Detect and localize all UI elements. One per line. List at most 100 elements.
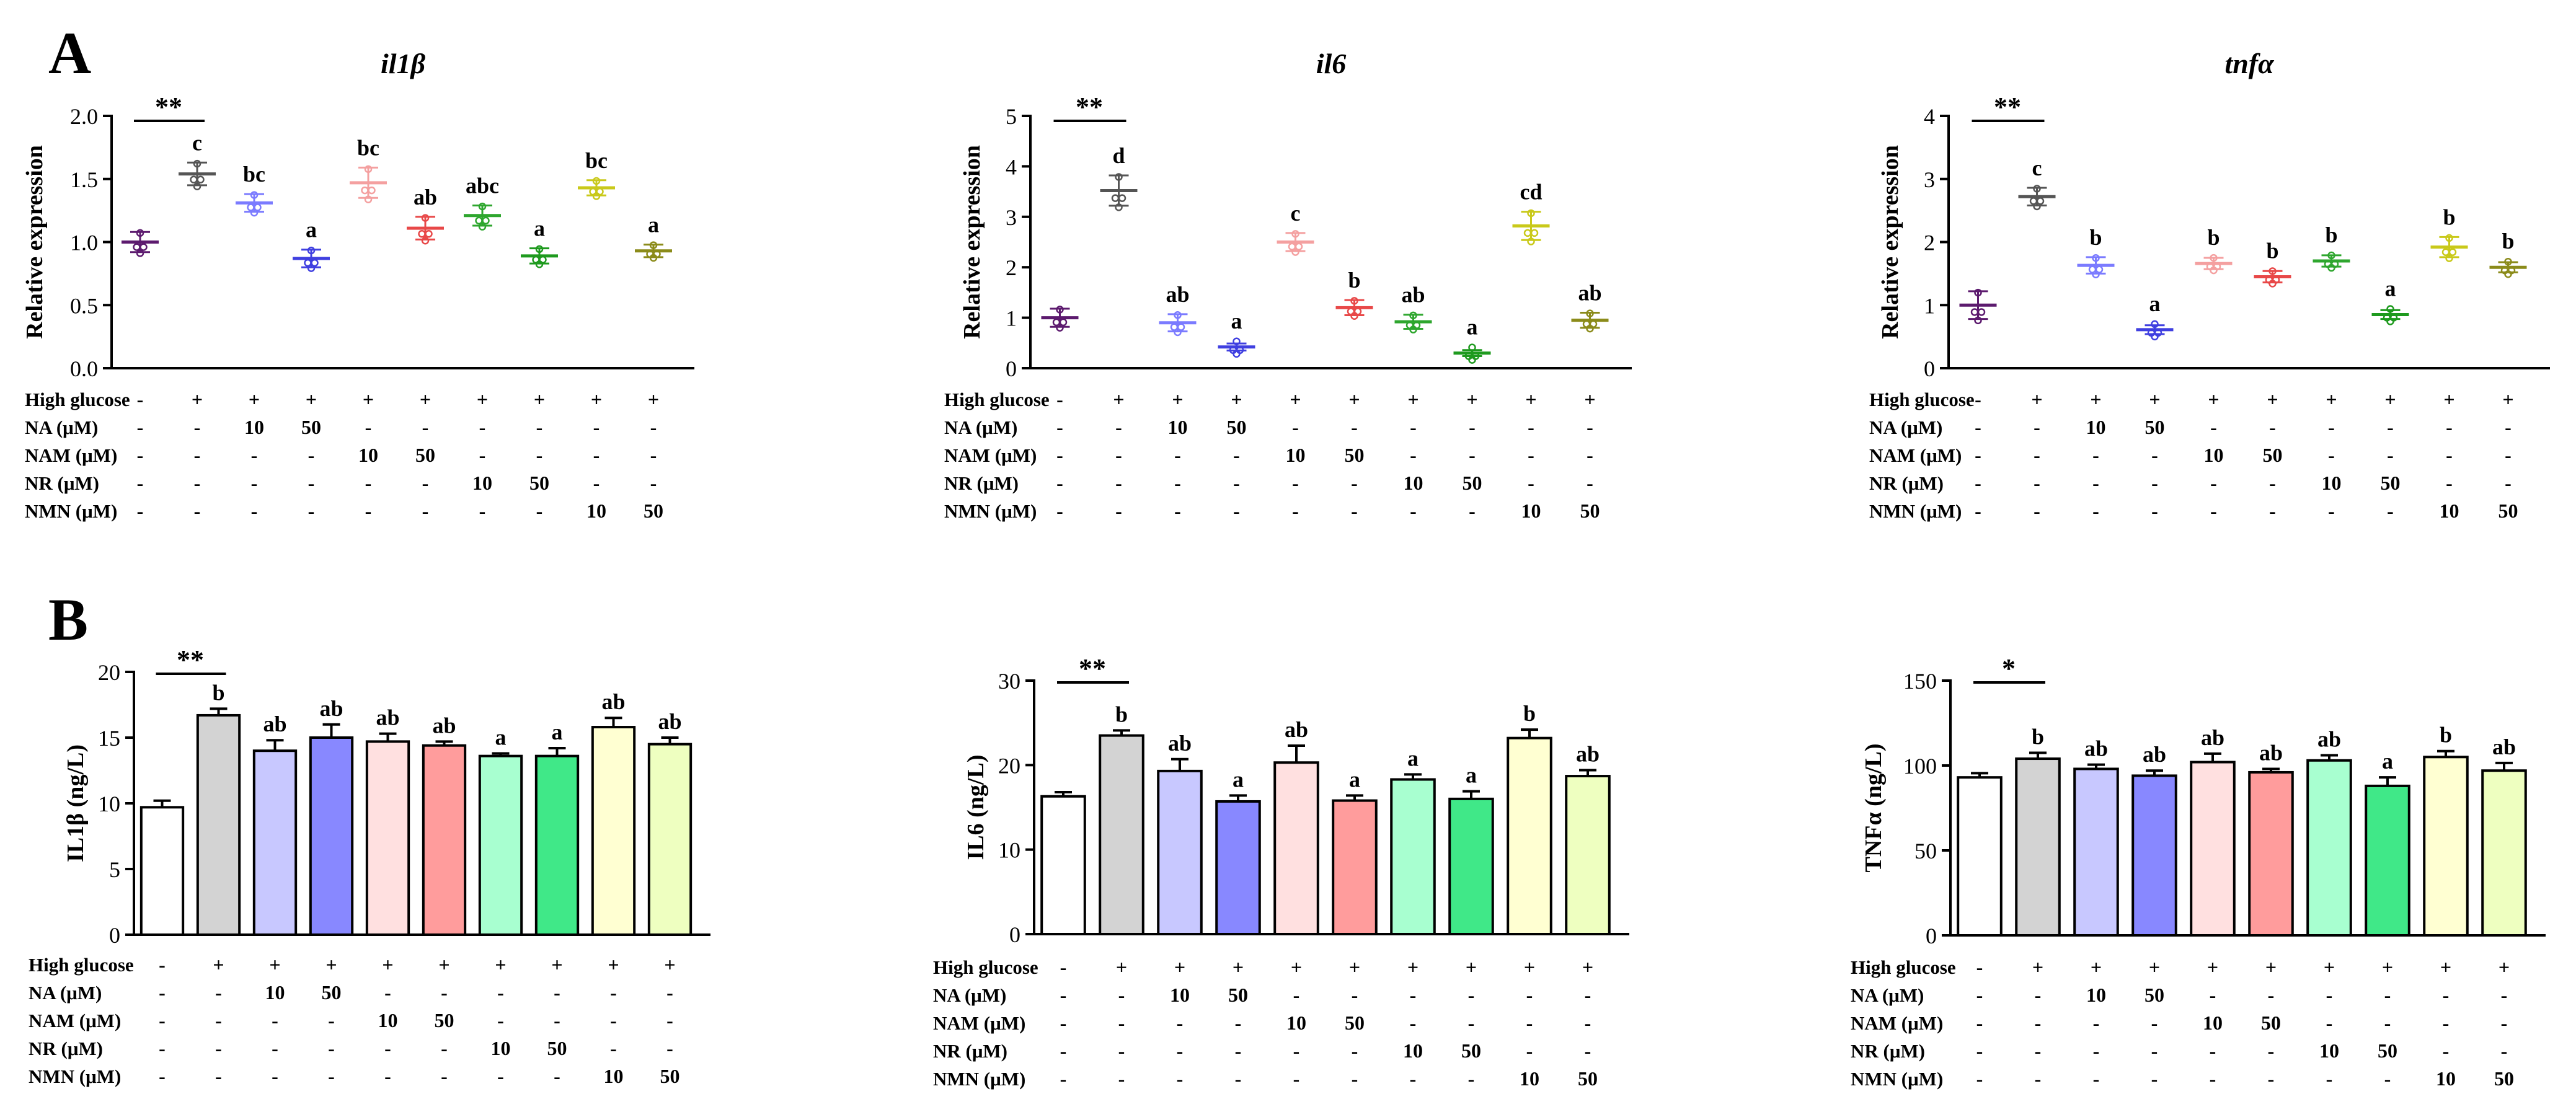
treatment-row-label: NA (μM): [1851, 984, 1924, 1006]
data-point: [1974, 316, 1982, 325]
significance-letter: a: [495, 725, 507, 749]
treatment-cell: -: [536, 416, 543, 438]
treatment-cell: -: [2326, 984, 2333, 1006]
treatment-cell: -: [2093, 1067, 2100, 1090]
treatment-cell: -: [2210, 1039, 2216, 1062]
treatment-cell: -: [215, 981, 222, 1004]
treatment-cell: +: [1466, 956, 1477, 978]
significance-letter: cd: [1520, 180, 1543, 205]
treatment-cell: -: [2268, 984, 2275, 1006]
bar: [1157, 769, 1203, 936]
significance-letter: a: [1467, 315, 1478, 340]
treatment-cell: -: [650, 416, 657, 438]
treatment-row-label: NAM (μM): [29, 1010, 121, 1031]
treatment-row-label: NR (μM): [944, 472, 1019, 494]
data-point: [1233, 337, 1241, 346]
y-tick-label: 4: [1924, 104, 1935, 129]
treatment-cell: +: [213, 953, 224, 976]
treatment-cell: -: [194, 472, 201, 494]
treatment-cell: -: [328, 1065, 335, 1087]
treatment-cell: -: [2210, 416, 2217, 438]
data-point: [482, 216, 490, 225]
treatment-cell: 50: [1461, 1039, 1481, 1062]
treatment-cell: +: [1172, 388, 1183, 410]
treatment-cell: 10: [1286, 1012, 1306, 1034]
data-point: [421, 237, 430, 245]
data-point: [2386, 317, 2394, 325]
treatment-cell: -: [251, 472, 258, 494]
treatment-cell: 50: [644, 500, 663, 522]
significance-stars: **: [1994, 92, 2021, 122]
treatment-cell: -: [1060, 984, 1067, 1006]
treatment-cell: -: [666, 1009, 673, 1031]
treatment-cell: -: [328, 1037, 335, 1059]
treatment-row-label: NMN (μM): [944, 500, 1037, 522]
data-point: [307, 264, 316, 272]
treatment-cell: +: [2443, 388, 2454, 410]
treatment-cell: -: [1235, 1067, 1242, 1090]
y-tick-label: 10: [98, 792, 120, 816]
treatment-cell: -: [1292, 472, 1299, 494]
treatment-cell: -: [1526, 984, 1533, 1006]
chart-title: il6: [1316, 48, 1347, 79]
treatment-row-label: NAM (μM): [1851, 1012, 1943, 1034]
treatment-cell: -: [2092, 444, 2099, 466]
significance-letter: ab: [1576, 742, 1600, 767]
treatment-cell: -: [1177, 1039, 1184, 1062]
bar: [2248, 770, 2294, 937]
chart-2: tnfα 0 1 2 3 4 Relative expression c b a b b b a b b ** H…: [1869, 48, 2550, 522]
treatment-cell: -: [365, 500, 372, 522]
treatment-row-label: High glucose: [944, 389, 1050, 410]
chart-0: il1β 0.0 0.5 1.0 1.5 2.0 Relative expression c b…: [22, 48, 694, 522]
treatment-cell: -: [422, 472, 429, 494]
treatment-cell: -: [1352, 1039, 1358, 1062]
data-point: [190, 175, 198, 184]
treatment-cell: -: [251, 444, 258, 466]
treatment-cell: -: [1056, 500, 1063, 522]
treatment-cell: +: [2324, 956, 2335, 978]
treatment-cell: -: [1056, 416, 1063, 438]
treatment-cell: -: [1293, 984, 1300, 1006]
treatment-cell: 10: [1286, 444, 1306, 466]
data-point: [1586, 324, 1594, 333]
y-tick-label: 5: [1006, 104, 1017, 129]
treatment-cell: -: [1351, 472, 1358, 494]
significance-letter: a: [1233, 767, 1244, 792]
bar: [1215, 800, 1261, 935]
bar: [1099, 734, 1144, 936]
treatment-cell: +: [648, 388, 659, 410]
significance-letter: ab: [658, 709, 681, 734]
treatment-cell: +: [306, 388, 317, 410]
treatment-cell: -: [2269, 416, 2276, 438]
treatment-cell: +: [551, 953, 562, 976]
data-point: [1115, 203, 1123, 211]
treatment-cell: 10: [586, 500, 606, 522]
treatment-cell: -: [2326, 1067, 2333, 1090]
treatment-cell: +: [2090, 388, 2101, 410]
data-point: [136, 249, 144, 257]
treatment-cell: -: [194, 416, 201, 438]
treatment-cell: -: [2151, 500, 2158, 522]
treatment-cell: -: [536, 500, 543, 522]
bar: [1507, 736, 1552, 935]
treatment-row-label: NA (μM): [1869, 417, 1942, 438]
treatment-cell: -: [2092, 472, 2099, 494]
treatment-cell: -: [2446, 472, 2453, 494]
treatment-cell: -: [554, 1065, 560, 1087]
treatment-cell: -: [1528, 444, 1534, 466]
treatment-cell: -: [2501, 1039, 2508, 1062]
significance-letter: ab: [1401, 283, 1425, 307]
treatment-cell: +: [2440, 956, 2451, 978]
treatment-cell: -: [1233, 444, 1240, 466]
significance-letter: bc: [585, 148, 608, 173]
treatment-cell: -: [1115, 444, 1122, 466]
y-tick-label: 0: [1009, 922, 1020, 947]
chart-title: tnfα: [2224, 48, 2275, 79]
data-point: [193, 159, 201, 168]
treatment-cell: 10: [265, 981, 285, 1004]
data-point: [1291, 248, 1299, 256]
treatment-cell: -: [554, 1009, 560, 1031]
chart-3: 0 5 10 15 20 IL1β (ng/L) b ab ab ab ab a a ab ab ** High…: [29, 645, 710, 1087]
treatment-cell: -: [2210, 500, 2217, 522]
treatment-cell: +: [1525, 388, 1536, 410]
